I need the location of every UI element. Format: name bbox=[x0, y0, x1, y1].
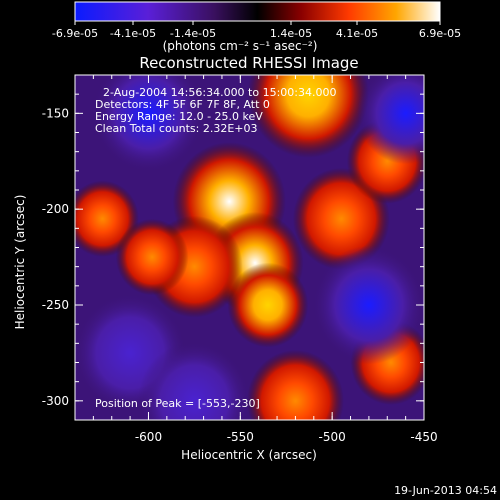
y-tick-label: -200 bbox=[42, 202, 69, 216]
y-tick-label: -250 bbox=[42, 298, 69, 312]
x-tick-label: -450 bbox=[410, 430, 437, 444]
heatmap-image bbox=[75, 75, 424, 420]
y-tick-label: -300 bbox=[42, 394, 69, 408]
peak-position-label: Position of Peak = [-553,-230] bbox=[95, 397, 260, 410]
positive-source-blob bbox=[246, 349, 344, 420]
info-line-energy: Energy Range: 12.0 - 25.0 keV bbox=[95, 110, 263, 123]
colorbar-tick-label: 4.1e-05 bbox=[336, 27, 378, 40]
axis-ticks: -600 -550 -500 -450 -150 -200 -250 -300 bbox=[42, 74, 438, 444]
info-line-time: 2-Aug-2004 14:56:34.000 to 15:00:34.000 bbox=[103, 86, 337, 99]
x-tick-label: -500 bbox=[319, 430, 346, 444]
negative-source-blob bbox=[137, 341, 251, 420]
y-axis-label: Heliocentric Y (arcsec) bbox=[13, 195, 27, 330]
x-axis-label: Heliocentric X (arcsec) bbox=[181, 448, 317, 462]
info-line-detectors: Detectors: 4F 5F 6F 7F 8F, Att 0 bbox=[95, 98, 270, 111]
colorbar-unit-label: (photons cm⁻² s⁻¹ asec⁻²) bbox=[163, 39, 318, 53]
colorbar-tick-label: 1.4e-05 bbox=[270, 27, 312, 40]
positive-source-blob bbox=[247, 75, 369, 158]
footer-date: 19-Jun-2013 04:54 bbox=[394, 484, 497, 497]
colorbar-tick-label: -4.1e-05 bbox=[110, 27, 156, 40]
positive-source-blob bbox=[115, 218, 189, 296]
colorbar-tick-label: -1.4e-05 bbox=[170, 27, 216, 40]
info-line-clean: Clean Total counts: 2.32E+03 bbox=[95, 122, 258, 135]
colorbar-tick-label: -6.9e-05 bbox=[52, 27, 98, 40]
colorbar-ticks: -6.9e-05 -4.1e-05 -1.4e-05 1.4e-05 4.1e-05 6.… bbox=[52, 21, 461, 40]
info-block: 2-Aug-2004 14:56:34.000 to 15:00:34.000 … bbox=[95, 86, 337, 135]
y-tick-label: -150 bbox=[42, 106, 69, 120]
colorbar-gradient bbox=[74, 1, 441, 22]
colorbar: -6.9e-05 -4.1e-05 -1.4e-05 1.4e-05 4.1e-05 6.… bbox=[52, 1, 461, 53]
plot-title: Reconstructed RHESSI Image bbox=[139, 54, 358, 72]
colorbar-tick-label: 6.9e-05 bbox=[419, 27, 461, 40]
x-tick-label: -550 bbox=[227, 430, 254, 444]
positive-source-blob bbox=[227, 262, 309, 348]
negative-source-blob bbox=[312, 245, 424, 365]
negative-source-blob bbox=[357, 75, 424, 165]
x-tick-label: -600 bbox=[135, 430, 162, 444]
negative-source-blob bbox=[91, 75, 206, 173]
